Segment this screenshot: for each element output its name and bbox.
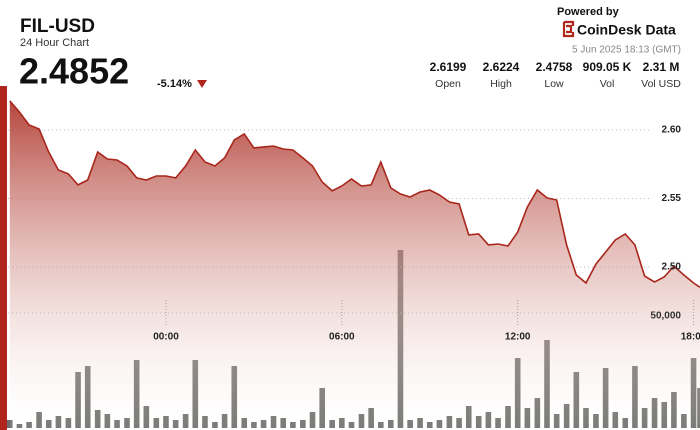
stat-value: 2.6224	[483, 60, 520, 74]
stat-value: 909.05 K	[583, 60, 632, 74]
powered-by: Powered by	[557, 6, 620, 18]
stat-value: 2.31 M	[643, 60, 680, 74]
volume-bar	[6, 420, 13, 428]
timestamp: 5 Jun 2025 18:13 (GMT)	[572, 45, 681, 56]
stats: 2.6199 Open 2.6224 High 2.4758 Low 909.05 K Vol…	[430, 60, 682, 90]
price: 2.4852	[19, 51, 129, 92]
change: -5.14%	[157, 78, 192, 90]
y-tick-label: 2.60	[662, 125, 682, 136]
price-line	[9, 100, 700, 288]
stat-label: Low	[544, 78, 564, 90]
x-tick-label: 06:00	[329, 332, 355, 343]
stat-label: Vol USD	[641, 78, 681, 90]
subtitle: 24 Hour Chart	[20, 37, 89, 49]
accent-bar	[0, 86, 7, 430]
down-arrow	[197, 80, 207, 88]
x-tick-label: 12:00	[505, 332, 531, 343]
price-layer	[8, 100, 700, 430]
stat-label: Open	[435, 78, 461, 90]
y-tick-label: 2.55	[662, 193, 682, 204]
stat-value: 2.6199	[430, 60, 467, 74]
stat-value: 2.4758	[536, 60, 573, 74]
x-tick-label: 00:00	[153, 332, 179, 343]
x-tick-label: 18:00	[681, 332, 700, 343]
title: FIL-USD	[20, 16, 95, 37]
price-area	[9, 100, 700, 430]
brand: CoinDesk Data	[577, 22, 676, 38]
y-tick-label: 2.50	[662, 262, 682, 273]
logo-icon	[562, 20, 575, 38]
stat-label: Vol	[600, 78, 615, 90]
volume-tick-label: 50,000	[650, 311, 681, 322]
stat-label: High	[490, 78, 512, 90]
